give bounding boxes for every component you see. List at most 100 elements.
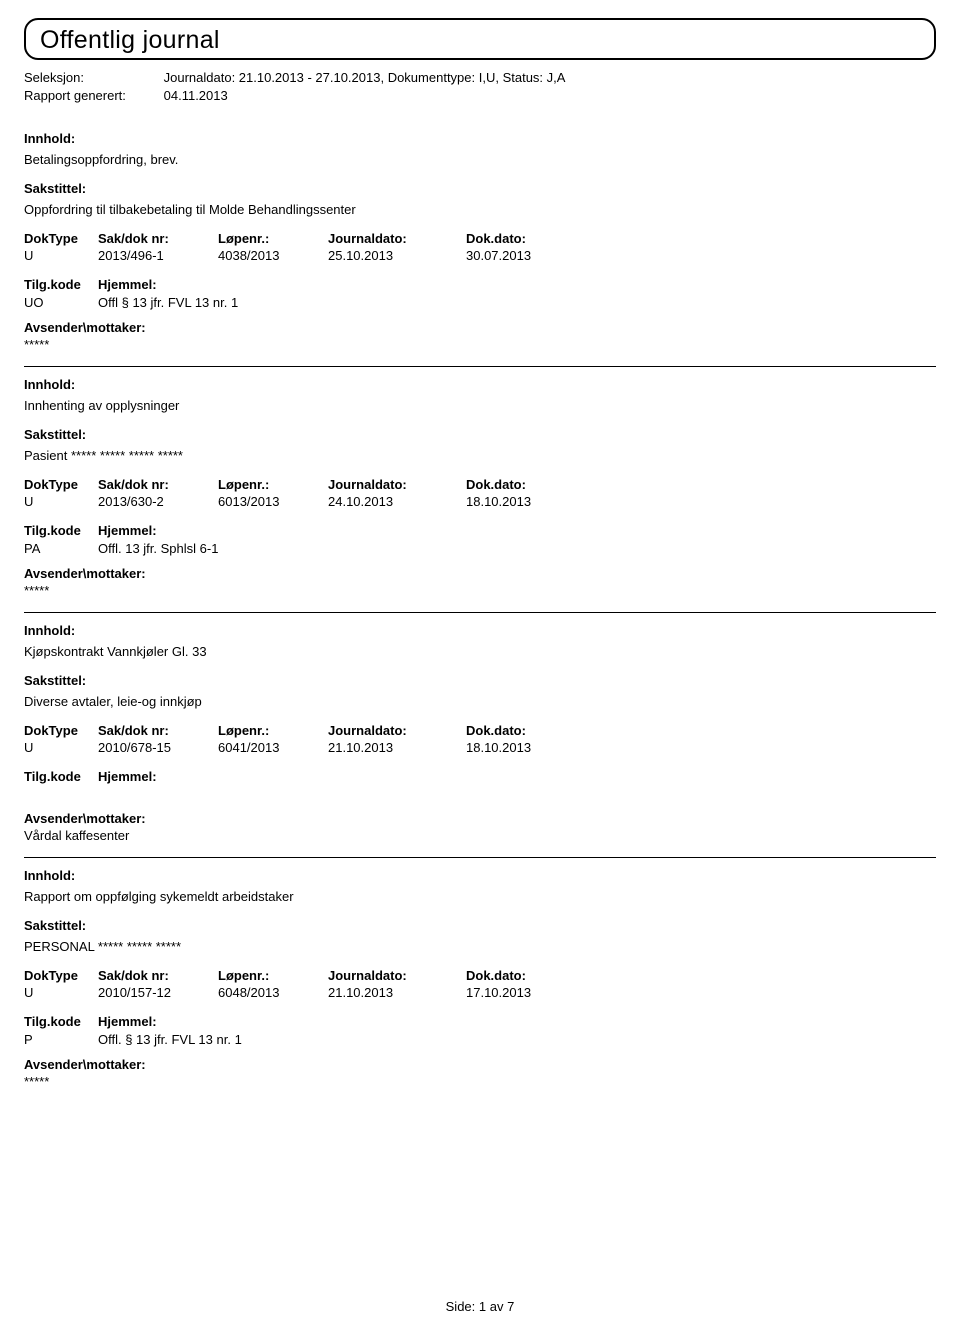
table-header: DokTypeSak/dok nr:Løpenr.:Journaldato:Do…: [24, 477, 936, 492]
entries-container: Innhold: Betalingsoppfordring, brev. Sakst…: [24, 131, 936, 1089]
sakstittel-label: Sakstittel:: [24, 427, 936, 442]
footer-total: 7: [507, 1299, 514, 1314]
cell-journaldato: 25.10.2013: [328, 248, 466, 263]
cell-journaldato: 21.10.2013: [328, 985, 466, 1000]
tilgkode-label: Tilg.kodeHjemmel:: [24, 769, 936, 784]
tilg-hjemmel: Offl. 13 jfr. Sphlsl 6-1: [98, 541, 218, 556]
cell-doktype: U: [24, 494, 98, 509]
avsender-label: Avsender\mottaker:: [24, 1057, 936, 1072]
title-box: Offentlig journal: [24, 18, 936, 60]
hdr-journaldato: Journaldato:: [328, 723, 466, 738]
tilg-hjemmel: Offl § 13 jfr. FVL 13 nr. 1: [98, 295, 238, 310]
meta-seleksjon: Seleksjon: Journaldato: 21.10.2013 - 27.…: [24, 70, 936, 85]
cell-doktype: U: [24, 985, 98, 1000]
tilgkode-label: Tilg.kodeHjemmel:: [24, 277, 936, 292]
entry-mottaker: *****: [24, 583, 936, 598]
hdr-journaldato: Journaldato:: [328, 477, 466, 492]
hdr-saknr: Sak/dok nr:: [98, 968, 218, 983]
tilgkode-label: Tilg.kodeHjemmel:: [24, 523, 936, 538]
cell-lopenr: 6041/2013: [218, 740, 328, 755]
seleksjon-label: Seleksjon:: [24, 70, 160, 85]
hdr-saknr: Sak/dok nr:: [98, 723, 218, 738]
rapport-label: Rapport generert:: [24, 88, 160, 103]
journal-entry: Innhold:Innhenting av opplysningerSaksti…: [24, 377, 936, 613]
innhold-label: Innhold:: [24, 868, 936, 883]
page-footer: Side: 1 av 7: [0, 1299, 960, 1314]
cell-saknr: 2013/630-2: [98, 494, 218, 509]
entry-desc: Betalingsoppfordring, brev.: [24, 152, 936, 167]
entry-sakstitle: Diverse avtaler, leie-og innkjøp: [24, 694, 936, 709]
tilg-code: PA: [24, 541, 98, 556]
innhold-label: Innhold:: [24, 131, 936, 146]
sakstittel-label: Sakstittel:: [24, 181, 936, 196]
hdr-lopenr: Løpenr.:: [218, 723, 328, 738]
footer-side-label: Side:: [446, 1299, 476, 1314]
table-row: U2013/630-26013/201324.10.201318.10.2013: [24, 494, 936, 509]
journal-entry: Innhold:Rapport om oppfølging sykemeldt …: [24, 868, 936, 1089]
tilg-code: P: [24, 1032, 98, 1047]
avsender-label: Avsender\mottaker:: [24, 811, 936, 826]
footer-page: 1: [479, 1299, 486, 1314]
tilgkode-label: Tilg.kodeHjemmel:: [24, 1014, 936, 1029]
hdr-dokdato: Dok.dato:: [466, 723, 586, 738]
sakstittel-label: Sakstittel:: [24, 673, 936, 688]
table-header: DokTypeSak/dok nr:Løpenr.:Journaldato:Do…: [24, 723, 936, 738]
meta-block: Seleksjon: Journaldato: 21.10.2013 - 27.…: [24, 70, 936, 103]
entry-sakstitle: Pasient ***** ***** ***** *****: [24, 448, 936, 463]
sakstittel-label: Sakstittel:: [24, 918, 936, 933]
avsender-label: Avsender\mottaker:: [24, 566, 936, 581]
hdr-lopenr: Løpenr.:: [218, 477, 328, 492]
hdr-dokdato: Dok.dato:: [466, 477, 586, 492]
cell-lopenr: 4038/2013: [218, 248, 328, 263]
cell-doktype: U: [24, 248, 98, 263]
entry-divider: [24, 612, 936, 613]
hdr-doktype: DokType: [24, 477, 98, 492]
cell-dokdato: 18.10.2013: [466, 740, 586, 755]
tilg-row-empty: [24, 787, 936, 811]
rapport-value: 04.11.2013: [164, 88, 228, 103]
table-row: U2010/678-156041/201321.10.201318.10.201…: [24, 740, 936, 755]
hdr-lopenr: Løpenr.:: [218, 968, 328, 983]
footer-av: av: [490, 1299, 504, 1314]
cell-dokdato: 17.10.2013: [466, 985, 586, 1000]
journal-entry: Innhold:Kjøpskontrakt Vannkjøler Gl. 33S…: [24, 623, 936, 858]
cell-saknr: 2013/496-1: [98, 248, 218, 263]
journal-entry: Innhold: Betalingsoppfordring, brev. Sakst…: [24, 131, 936, 367]
hdr-doktype: DokType: [24, 723, 98, 738]
entry-mottaker: Vårdal kaffesenter: [24, 828, 936, 843]
hdr-doktype: DokType: [24, 968, 98, 983]
hdr-journaldato: Journaldato:: [328, 968, 466, 983]
table-header: DokTypeSak/dok nr:Løpenr.:Journaldato:Do…: [24, 231, 936, 246]
tilg-row: PAOffl. 13 jfr. Sphlsl 6-1: [24, 541, 936, 556]
hdr-dokdato: Dok.dato:: [466, 968, 586, 983]
cell-saknr: 2010/157-12: [98, 985, 218, 1000]
entry-mottaker: *****: [24, 337, 936, 352]
innhold-label: Innhold:: [24, 623, 936, 638]
tilg-row: UOOffl § 13 jfr. FVL 13 nr. 1: [24, 295, 936, 310]
hdr-saknr: Sak/dok nr:: [98, 231, 218, 246]
cell-saknr: 2010/678-15: [98, 740, 218, 755]
hdr-lopenr: Løpenr.:: [218, 231, 328, 246]
cell-lopenr: 6048/2013: [218, 985, 328, 1000]
tilg-row: POffl. § 13 jfr. FVL 13 nr. 1: [24, 1032, 936, 1047]
entry-mottaker: *****: [24, 1074, 936, 1089]
entry-desc: Innhenting av opplysninger: [24, 398, 936, 413]
hdr-journaldato: Journaldato:: [328, 231, 466, 246]
hdr-doktype: DokType: [24, 231, 98, 246]
cell-journaldato: 21.10.2013: [328, 740, 466, 755]
hdr-dokdato: Dok.dato:: [466, 231, 586, 246]
cell-lopenr: 6013/2013: [218, 494, 328, 509]
cell-doktype: U: [24, 740, 98, 755]
cell-dokdato: 18.10.2013: [466, 494, 586, 509]
entry-sakstitle: PERSONAL ***** ***** *****: [24, 939, 936, 954]
page-title: Offentlig journal: [40, 26, 920, 55]
entry-divider: [24, 366, 936, 367]
tilg-hjemmel: Offl. § 13 jfr. FVL 13 nr. 1: [98, 1032, 242, 1047]
seleksjon-value: Journaldato: 21.10.2013 - 27.10.2013, Do…: [164, 70, 566, 85]
entry-divider: [24, 857, 936, 858]
avsender-label: Avsender\mottaker:: [24, 320, 936, 335]
meta-rapport: Rapport generert: 04.11.2013: [24, 88, 936, 103]
tilg-code: UO: [24, 295, 98, 310]
entry-sakstitle: Oppfordring til tilbakebetaling til Mold…: [24, 202, 936, 217]
cell-journaldato: 24.10.2013: [328, 494, 466, 509]
